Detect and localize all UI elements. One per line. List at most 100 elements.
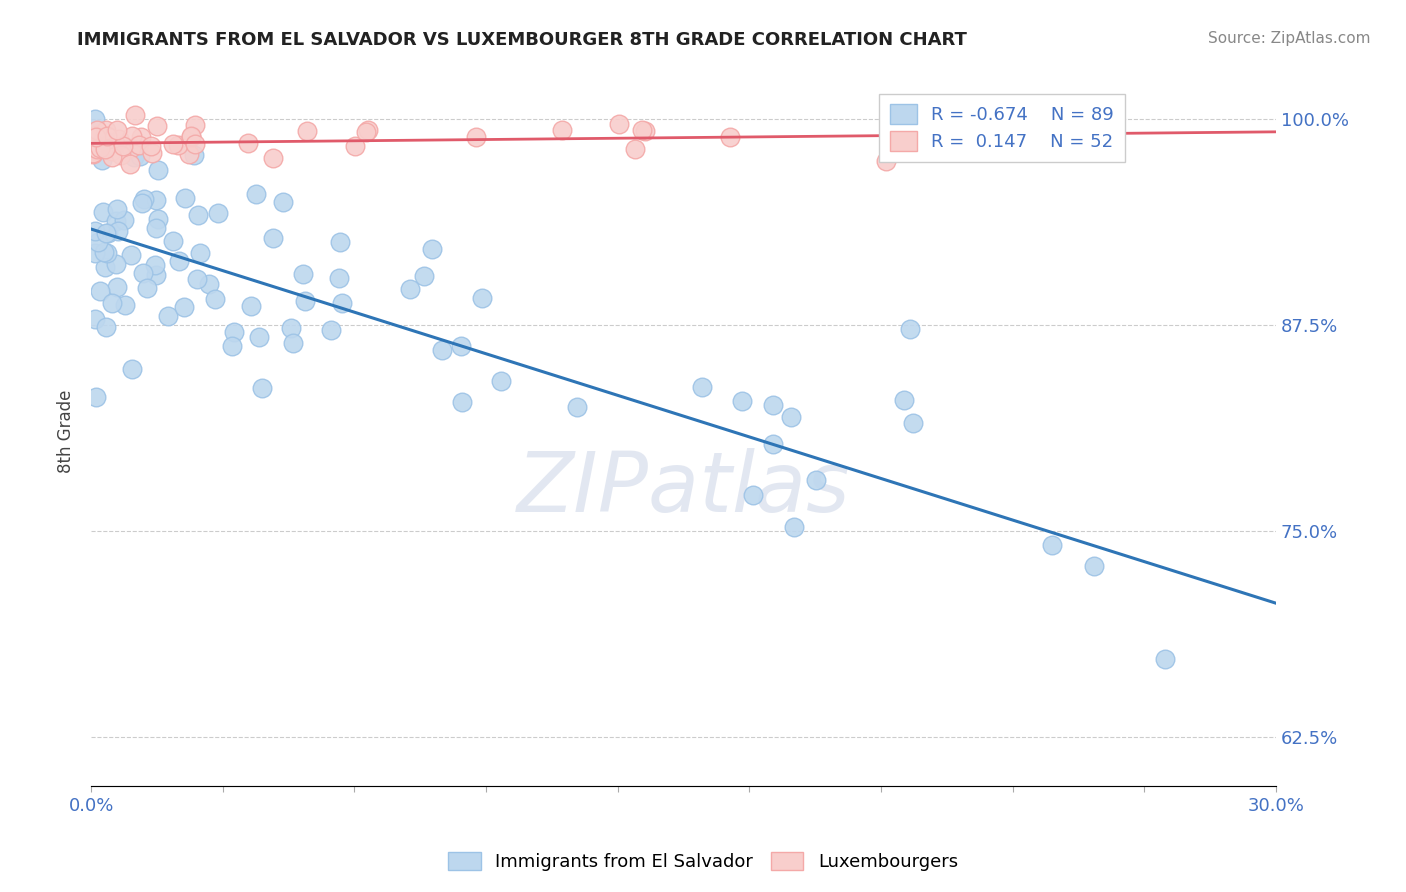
Point: [86, 123, 108, 137]
Point: [207, 205, 229, 219]
Point: [124, 150, 146, 164]
Point: [128, 138, 150, 153]
Point: [107, 224, 129, 238]
Point: [84, 130, 107, 145]
Point: [145, 193, 167, 207]
Point: [330, 296, 353, 310]
Legend: R = -0.674    N = 89, R =  0.147    N = 52: R = -0.674 N = 89, R = 0.147 N = 52: [879, 94, 1125, 162]
Point: [412, 269, 434, 284]
Point: [104, 213, 127, 227]
Point: [180, 129, 202, 144]
Point: [471, 291, 494, 305]
Point: [82, 147, 104, 161]
Point: [90, 153, 112, 167]
Point: [111, 139, 134, 153]
Point: [357, 123, 380, 137]
Point: [297, 124, 319, 138]
Point: [607, 117, 630, 131]
Point: [141, 146, 163, 161]
Point: [762, 398, 785, 412]
Point: [94, 140, 117, 154]
Point: [262, 231, 284, 245]
Y-axis label: 8th Grade: 8th Grade: [58, 390, 75, 474]
Point: [969, 120, 991, 135]
Point: [344, 139, 367, 153]
Point: [94, 320, 117, 334]
Point: [907, 138, 929, 153]
Text: ZIPatlas: ZIPatlas: [517, 448, 851, 529]
Point: [167, 253, 190, 268]
Point: [89, 284, 111, 298]
Point: [432, 343, 454, 357]
Point: [565, 400, 588, 414]
Point: [1036, 129, 1059, 144]
Point: [114, 297, 136, 311]
Point: [224, 325, 246, 339]
Point: [280, 321, 302, 335]
Point: [187, 208, 209, 222]
Legend: Immigrants from El Salvador, Luxembourgers: Immigrants from El Salvador, Luxembourge…: [441, 845, 965, 879]
Point: [221, 338, 243, 352]
Point: [84, 246, 107, 260]
Point: [86, 128, 108, 143]
Point: [450, 339, 472, 353]
Point: [128, 149, 150, 163]
Point: [631, 123, 654, 137]
Point: [898, 321, 921, 335]
Point: [94, 227, 117, 241]
Point: [491, 375, 513, 389]
Point: [101, 296, 124, 310]
Point: [1154, 651, 1177, 665]
Point: [1083, 559, 1105, 574]
Point: [328, 270, 350, 285]
Point: [97, 226, 120, 240]
Point: [84, 112, 107, 126]
Point: [177, 147, 200, 161]
Point: [183, 118, 205, 132]
Point: [145, 268, 167, 282]
Point: [84, 312, 107, 326]
Point: [94, 142, 117, 156]
Point: [551, 122, 574, 136]
Point: [291, 267, 314, 281]
Point: [146, 119, 169, 133]
Point: [89, 141, 111, 155]
Point: [118, 156, 141, 170]
Point: [148, 211, 170, 226]
Point: [91, 204, 114, 219]
Point: [91, 132, 114, 146]
Point: [184, 136, 207, 151]
Text: Source: ZipAtlas.com: Source: ZipAtlas.com: [1208, 31, 1371, 46]
Point: [105, 123, 128, 137]
Point: [183, 147, 205, 161]
Point: [731, 394, 754, 409]
Point: [136, 281, 159, 295]
Point: [356, 125, 378, 139]
Point: [86, 142, 108, 156]
Point: [762, 437, 785, 451]
Point: [124, 107, 146, 121]
Point: [893, 393, 915, 408]
Point: [875, 154, 897, 169]
Point: [120, 141, 142, 155]
Point: [186, 272, 208, 286]
Point: [271, 195, 294, 210]
Point: [162, 136, 184, 151]
Point: [141, 138, 163, 153]
Point: [173, 191, 195, 205]
Point: [132, 266, 155, 280]
Point: [247, 330, 270, 344]
Point: [94, 123, 117, 137]
Point: [84, 390, 107, 404]
Point: [162, 235, 184, 249]
Point: [104, 256, 127, 270]
Point: [100, 150, 122, 164]
Point: [804, 474, 827, 488]
Text: IMMIGRANTS FROM EL SALVADOR VS LUXEMBOURGER 8TH GRADE CORRELATION CHART: IMMIGRANTS FROM EL SALVADOR VS LUXEMBOUR…: [77, 31, 967, 49]
Point: [420, 242, 443, 256]
Point: [998, 126, 1021, 140]
Point: [281, 336, 304, 351]
Point: [180, 129, 202, 144]
Point: [329, 235, 352, 250]
Point: [167, 138, 190, 153]
